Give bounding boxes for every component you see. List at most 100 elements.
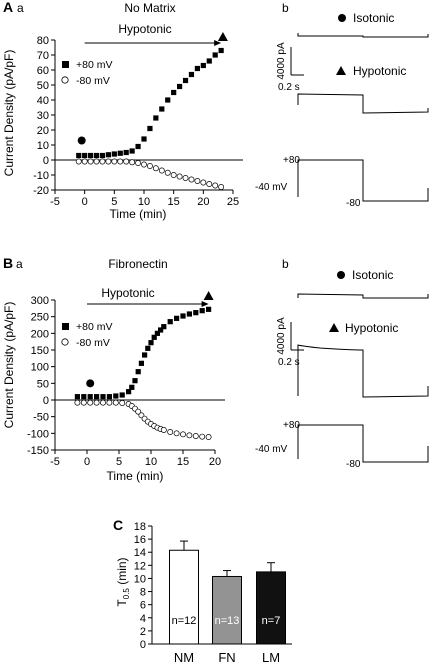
panel-b-ytick-label: 0 [43,395,49,407]
panel-b-point-pos [174,315,180,321]
panel-a-isotonic-point-marker [77,136,86,145]
panel-b-ylabel: Current Density (pA/pF) [2,302,16,429]
panel-b-v-hold: -40 mV [255,444,288,455]
panel-b-point-pos [193,310,199,316]
panel-a-point-neg [206,181,213,187]
panel-a-hypotonic-arrowhead [214,40,222,46]
panel-a-point-pos [194,65,200,72]
panel-b-point-neg [135,408,142,415]
panel-a-point-pos [76,152,82,159]
panel-a-ytick-label: -20 [33,185,49,197]
panel-a-point-neg [129,159,136,166]
panel-b-sub-b: b [282,257,289,271]
panel-a-point-pos [82,152,88,159]
panel-b-point-pos [74,394,80,400]
panel-b-v-neg: -80 [346,459,361,470]
panel-b-point-pos [186,311,192,317]
panel-b-legend-neg: -80 mV [76,337,110,349]
panel-b-point-pos [158,327,164,333]
panel-a-v-neg: -80 [346,198,361,209]
panel-b-point-pos [100,394,106,400]
panel-a-point-pos [93,152,100,159]
panel-b-traces: b Isotonic 4000 pA 0.2 s Hypotonic +80 -… [255,257,429,470]
panel-b-point-neg [106,399,113,406]
panel-a-point-pos [99,152,106,159]
panel-b-point-pos [113,393,119,399]
panel-c-ytick-label: 14 [134,547,146,559]
panel-b-point-pos [135,369,141,375]
panel-b-point-pos [154,330,160,336]
panel-b-letter: B [3,255,13,271]
panel-a-letter: A [3,0,13,15]
panel-a-ytick-label: 60 [37,65,49,77]
panel-a-point-pos [105,152,111,158]
panel-a-point-neg [182,175,189,181]
panel-a-v-hold: -40 mV [255,182,288,193]
panel-b-hypotonic-point-marker [203,291,214,300]
panel-a-point-pos [171,89,177,96]
panel-b-isotonic-trace [297,293,429,299]
panel-b-point-pos [145,345,151,351]
panel-a-title: No Matrix [124,1,175,15]
panel-a-point-pos [141,136,147,142]
panel-b-point-pos [167,319,173,325]
panel-b-title: Fibronectin [108,257,167,271]
panel-a-point-pos [153,115,159,121]
panel-a-hypotonic-label: Hypotonic [118,22,171,36]
panel-a-legend-neg: -80 mV [76,75,110,87]
panel-a-voltage-protocol [297,159,429,202]
panel-a-legend-pos-marker [62,61,69,68]
panel-b-isotonic-marker [337,271,345,279]
panel-a-ytick-label: 70 [37,50,49,62]
panel-b-hypotonic-trace [297,344,429,398]
panel-b-ytick-label: 50 [37,378,49,390]
panel-a-xtick-label: 5 [111,196,117,208]
panel-a-ytick-label: 30 [37,110,49,122]
panel-a-point-neg [164,169,171,176]
panel-c-ytick-label: 8 [140,587,146,599]
panel-c-ylabel: T0.5 (min) [115,557,131,606]
panel-a-point-pos [117,150,123,156]
panel-b-point-pos [138,360,144,366]
panel-b-hypotonic-label: Hypotonic [101,286,154,300]
panel-a-ytick-label: 10 [37,140,49,152]
panel-b-xtick-label: 20 [209,456,221,468]
panel-a-point-neg [87,158,94,165]
panel-a-hypotonic-marker [336,66,346,75]
panel-b-point-neg [167,429,174,435]
panel-b-point-pos [119,392,125,398]
panel-b-point-neg [160,427,167,433]
panel-c-ytick-label: 2 [140,626,146,638]
panel-b-point-pos [126,389,132,395]
panel-a-isotonic-trace [297,33,429,38]
panel-a-ytick-label: 80 [37,35,49,47]
panel-b-v-pos: +80 [283,420,300,431]
panel-a-ytick-label: -10 [33,170,49,182]
panel-a-hypotonic-trace [297,93,429,114]
panel-c-bar-fn [212,575,242,645]
panel-a-point-neg [135,160,142,166]
panel-b-scale-time: 0.2 s [278,357,300,368]
panel-a-point-neg [117,158,124,165]
panel-b-ytick-label: -50 [33,412,49,424]
panel-a-point-pos [177,83,183,90]
panel-b-ytick-label: 300 [31,295,49,307]
panel-a-point-neg [176,173,183,180]
panel-b: B a Fibronectin Current Density (pA/pF) … [2,255,429,483]
panel-a-point-neg [152,165,159,172]
panel-b-point-neg [173,430,180,437]
panel-a-point-pos [206,58,212,64]
panel-b-point-neg [205,434,212,440]
panel-b-point-neg [119,400,126,406]
panel-a-sub-b: b [282,1,289,15]
panel-a-point-pos [88,152,94,159]
panel-c-ytick-label: 12 [134,560,146,572]
panel-a-point-pos [159,106,165,112]
panel-a-v-pos: +80 [283,155,300,166]
panel-b-point-pos [206,306,212,312]
panel-a-point-neg [99,158,106,165]
panel-a-point-neg [93,158,100,165]
panel-a: A a No Matrix Current Density (pA/pF) Ti… [2,0,429,221]
panel-a-point-neg [146,163,153,169]
panel-b-xtick-label: 15 [177,456,189,468]
